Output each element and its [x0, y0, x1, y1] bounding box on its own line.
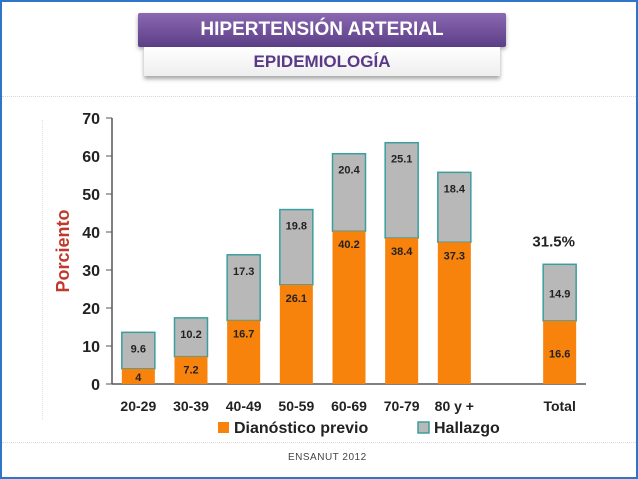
data-label-diagnostico: 37.3 — [444, 250, 465, 262]
data-label-diagnostico: 7.2 — [183, 365, 198, 377]
bar-diagnostico — [385, 238, 419, 384]
x-tick-label: 40-49 — [226, 398, 262, 414]
divider-top — [2, 96, 636, 97]
y-tick-label: 40 — [82, 225, 100, 242]
legend-swatch-hallazgo — [417, 421, 430, 434]
y-tick-label: 20 — [82, 301, 100, 318]
bar-diagnostico — [279, 284, 313, 384]
bar-diagnostico — [121, 368, 155, 384]
bar-hallazgo — [279, 208, 314, 286]
data-label-hallazgo: 10.2 — [180, 329, 201, 341]
page-subtitle: EPIDEMIOLOGÍA — [144, 47, 500, 76]
y-tick-label: 0 — [91, 377, 100, 394]
y-tick-label: 50 — [82, 187, 100, 204]
data-label-hallazgo: 9.6 — [131, 343, 146, 355]
x-tick-label: 60-69 — [331, 398, 367, 414]
x-tick-label: Total — [543, 398, 575, 414]
y-axis-label: Porciento — [53, 209, 73, 292]
bar-diagnostico — [227, 320, 261, 384]
x-tick-label: 80 y + — [435, 398, 474, 414]
y-tick-label: 10 — [82, 339, 100, 356]
x-tick-label: 50-59 — [278, 398, 314, 414]
x-tick-label: 70-79 — [384, 398, 420, 414]
total-annotation: 31.5% — [532, 233, 575, 250]
y-tick-label: 60 — [82, 149, 100, 166]
data-label-diagnostico: 38.4 — [391, 246, 413, 258]
data-label-hallazgo: 14.9 — [549, 289, 570, 301]
legend-swatch-diagnostico — [218, 422, 229, 433]
divider-bottom — [2, 442, 636, 443]
data-label-hallazgo: 20.4 — [338, 165, 360, 177]
y-tick-label: 70 — [82, 111, 100, 128]
bar-diagnostico — [332, 231, 366, 384]
data-label-hallazgo: 18.4 — [444, 183, 466, 195]
x-tick-label: 30-39 — [173, 398, 209, 414]
bar-hallazgo — [542, 263, 577, 322]
bar-hallazgo — [437, 171, 472, 244]
divider-left — [42, 120, 43, 420]
data-label-hallazgo: 17.3 — [233, 266, 254, 278]
page-title: HIPERTENSIÓN ARTERIAL — [138, 13, 506, 47]
y-tick-label: 30 — [82, 263, 100, 280]
source-note: ENSANUT 2012 — [288, 452, 367, 463]
data-label-diagnostico: 26.1 — [286, 293, 307, 305]
legend-label-diagnostico: Dianóstico previo — [234, 420, 368, 437]
data-label-diagnostico: 40.2 — [338, 239, 359, 251]
bar-hallazgo — [384, 141, 419, 239]
data-label-diagnostico: 16.6 — [549, 348, 570, 360]
bar-hallazgo — [331, 152, 367, 232]
x-tick-label: 20-29 — [120, 398, 156, 414]
data-label-diagnostico: 16.7 — [233, 329, 254, 341]
bar-diagnostico — [174, 356, 208, 384]
data-label-diagnostico: 4 — [135, 372, 142, 384]
data-label-hallazgo: 19.8 — [286, 221, 307, 233]
legend-label-hallazgo: Hallazgo — [434, 420, 500, 437]
bar-hallazgo — [226, 254, 261, 322]
bar-diagnostico — [437, 242, 471, 384]
data-label-hallazgo: 25.1 — [391, 154, 412, 166]
bar-diagnostico — [543, 320, 577, 384]
